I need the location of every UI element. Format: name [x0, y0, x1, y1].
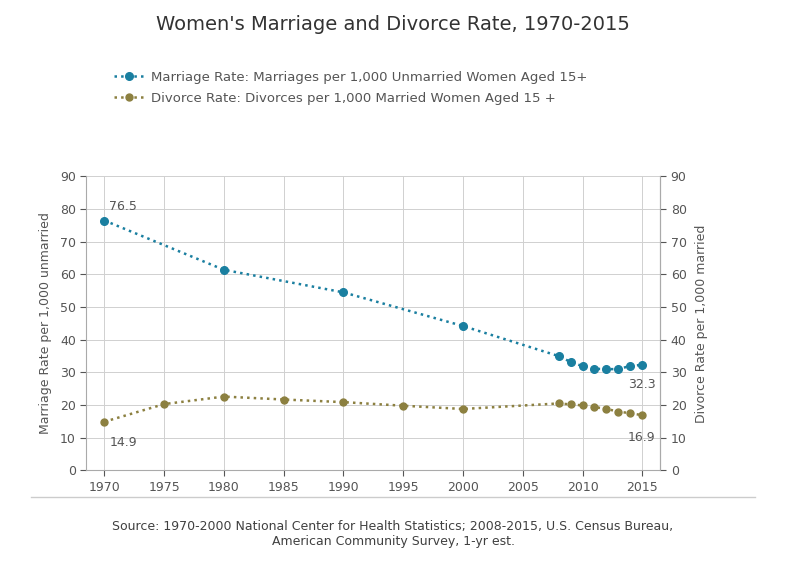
- Text: Source: 1970-2000 National Center for Health Statistics; 2008-2015, U.S. Census : Source: 1970-2000 National Center for He…: [112, 520, 674, 549]
- Text: 16.9: 16.9: [628, 431, 656, 444]
- Text: Women's Marriage and Divorce Rate, 1970-2015: Women's Marriage and Divorce Rate, 1970-…: [156, 15, 630, 34]
- Text: 76.5: 76.5: [109, 200, 137, 213]
- Text: 32.3: 32.3: [628, 378, 656, 391]
- Y-axis label: Divorce Rate per 1,000 married: Divorce Rate per 1,000 married: [695, 224, 708, 423]
- Legend: Marriage Rate: Marriages per 1,000 Unmarried Women Aged 15+, Divorce Rate: Divor: Marriage Rate: Marriages per 1,000 Unmar…: [108, 65, 593, 110]
- Y-axis label: Marriage Rate per 1,000 unmarried: Marriage Rate per 1,000 unmarried: [39, 212, 52, 435]
- Text: 14.9: 14.9: [109, 436, 137, 449]
